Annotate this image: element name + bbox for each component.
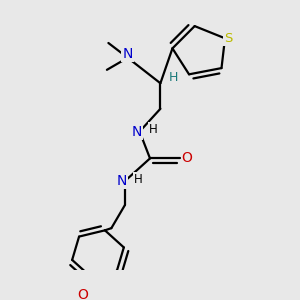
Text: H: H	[148, 123, 157, 136]
Text: O: O	[77, 288, 88, 300]
Text: S: S	[224, 32, 232, 45]
Text: N: N	[117, 174, 127, 188]
Text: N: N	[122, 47, 133, 61]
Text: H: H	[169, 71, 178, 84]
Text: O: O	[182, 152, 193, 165]
Text: N: N	[131, 124, 142, 139]
Text: H: H	[134, 173, 142, 186]
